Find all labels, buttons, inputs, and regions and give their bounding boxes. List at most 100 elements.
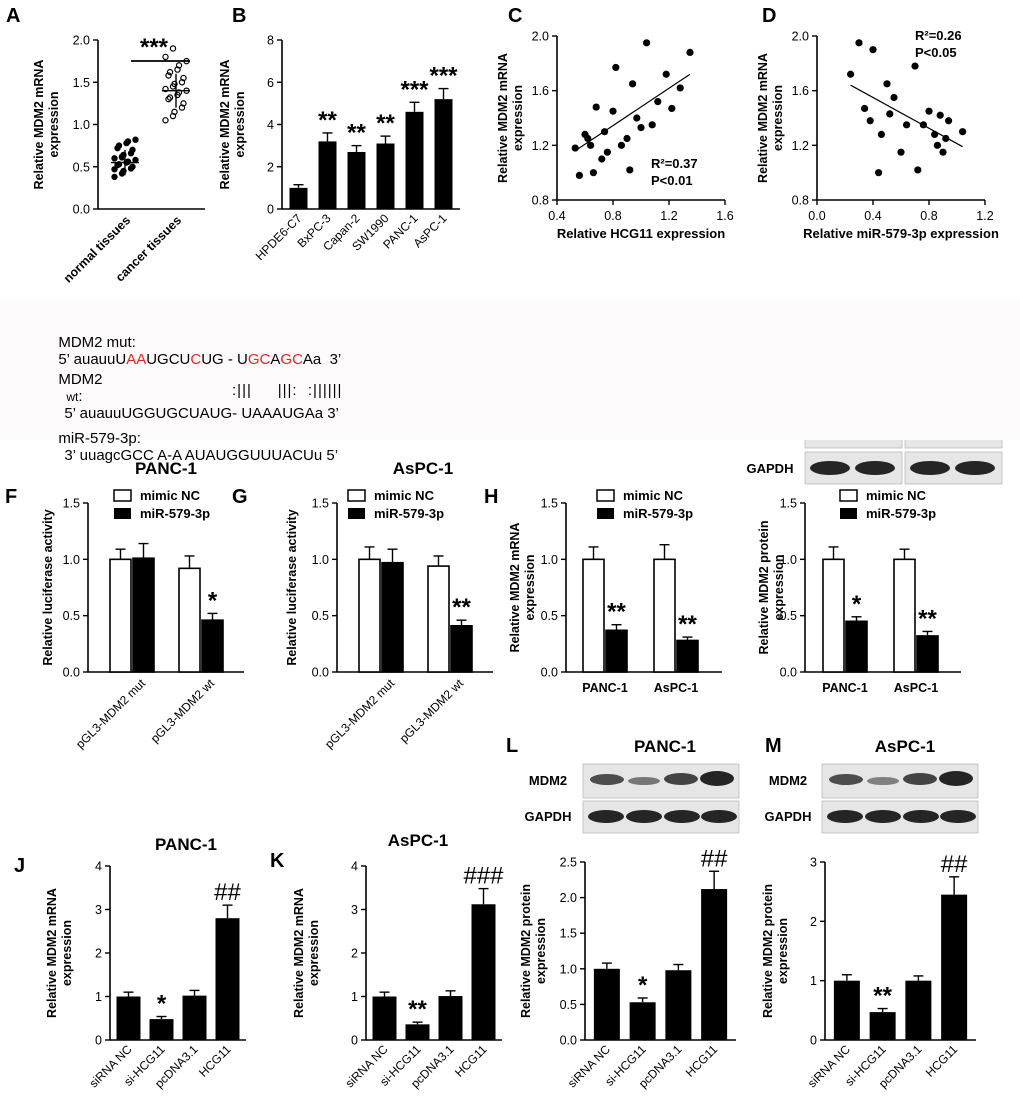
significance-mark: *** [429,63,458,90]
chart-title: PANC-1 [135,459,197,478]
x-category-label: AsPC-1 [654,681,699,695]
data-point [866,117,874,125]
band [903,810,939,823]
y-tick-label: 2 [267,160,274,174]
x-tick-label: 0.8 [920,209,937,223]
data-point [648,121,656,129]
y-tick-label: 3 [351,903,358,917]
bar [289,187,308,209]
mut-seq-segment: GC [280,351,303,368]
significance-mark: ** [918,605,937,632]
legend-label-mimic-nc: mimic NC [623,488,684,503]
annotation-p: P<0.01 [651,173,693,188]
x-tick-label: 1.6 [716,209,733,223]
y-tick-label: 1.2 [532,139,549,153]
y-axis-label: Relative MDM2 mRNA [45,888,59,1018]
mdm2-mut-label: MDM2 mut: [58,334,136,351]
data-point [936,111,944,119]
bar [676,639,699,673]
y-tick-label: 4 [95,860,102,874]
legend-label-mir: miR-579-3p [140,506,210,521]
data-point [662,70,670,78]
legend-label-mimic-nc: mimic NC [140,488,201,503]
bar [916,635,939,673]
y-tick-label: 1.5 [780,497,797,511]
y-axis-label: Relative luciferase activity [41,509,55,665]
blot-label-gapdh: GAPDH [525,809,572,824]
bar [427,565,450,673]
y-tick-label: 1.0 [780,553,797,567]
y-axis-label: Relative MDM2 mRNA [756,53,770,183]
y-tick-label: 0.5 [541,609,558,623]
data-point [111,155,118,162]
data-point [869,46,877,54]
y-tick-label: 0.8 [792,194,809,208]
data-point [165,95,172,103]
band [588,810,624,823]
x-tick-label: 0.4 [864,209,881,223]
band [590,774,624,785]
band [664,810,700,823]
y-axis-label: expression [772,554,786,620]
bar [869,1012,896,1040]
band [955,461,995,475]
y-tick-label: 1 [351,990,358,1004]
data-point [162,53,169,61]
y-tick-label: 0 [267,203,274,217]
bar [434,99,453,209]
y-axis-label: Relative MDM2 protein [761,884,775,1018]
panel-letter-C: C [508,5,522,27]
bar [149,1019,174,1040]
y-tick-label: 0.5 [312,609,329,623]
data-point [897,148,905,156]
significance-mark: ## [701,845,728,872]
data-point [165,72,172,79]
data-point [118,154,126,161]
data-point [111,166,118,173]
mir-sequence: 3’ uuagcGCC A-A AUAUGGUUUACUu 5’ [64,447,339,464]
legend-label-mimic-nc: mimic NC [374,488,435,503]
band [867,777,899,785]
y-tick-label: 0 [95,1034,102,1048]
bar [381,561,404,673]
legend-swatch-mimic-nc [596,489,615,502]
band [664,773,698,785]
y-tick-label: 2 [95,947,102,961]
data-point [890,93,898,102]
y-tick-label: 0.5 [63,609,80,623]
data-point [637,123,645,132]
data-point [914,166,922,174]
y-tick-label: 2.0 [532,30,549,44]
chart-title: PANC-1 [155,835,217,854]
legend-label-mimic-nc: mimic NC [866,488,927,503]
y-tick-label: 1.6 [792,84,809,98]
bar [116,996,141,1040]
y-tick-label: 1.0 [560,962,577,976]
data-point [129,163,136,170]
data-point [603,148,612,156]
legend-label-mir: miR-579-3p [374,506,444,521]
pairing-line: :||| |||: :|||||| [232,382,343,399]
x-axis-label: Relative HCG11 expression [557,226,725,241]
chart-title: AsPC-1 [388,831,448,850]
band [810,461,850,475]
significance-mark: ** [408,996,427,1023]
bar [109,558,132,673]
x-tick-label: 1.2 [976,209,993,223]
bar [347,151,366,209]
bar [605,629,628,673]
bar [582,558,605,673]
data-point [883,80,891,88]
panel-letter-A: A [6,5,20,27]
significance-mark: *** [140,34,169,61]
bar [215,918,240,1040]
panel-e-background [0,300,1020,440]
panel-letter-G: G [232,486,248,508]
y-tick-label: 1.0 [541,553,558,567]
y-axis-label: Relative MDM2 mRNA [32,60,46,190]
x-category-label: pGL3-MDM2 wt [148,676,218,746]
y-axis-label: Relative MDM2 mRNA [508,523,522,653]
data-point [629,80,637,88]
y-tick-label: 4 [351,860,358,874]
